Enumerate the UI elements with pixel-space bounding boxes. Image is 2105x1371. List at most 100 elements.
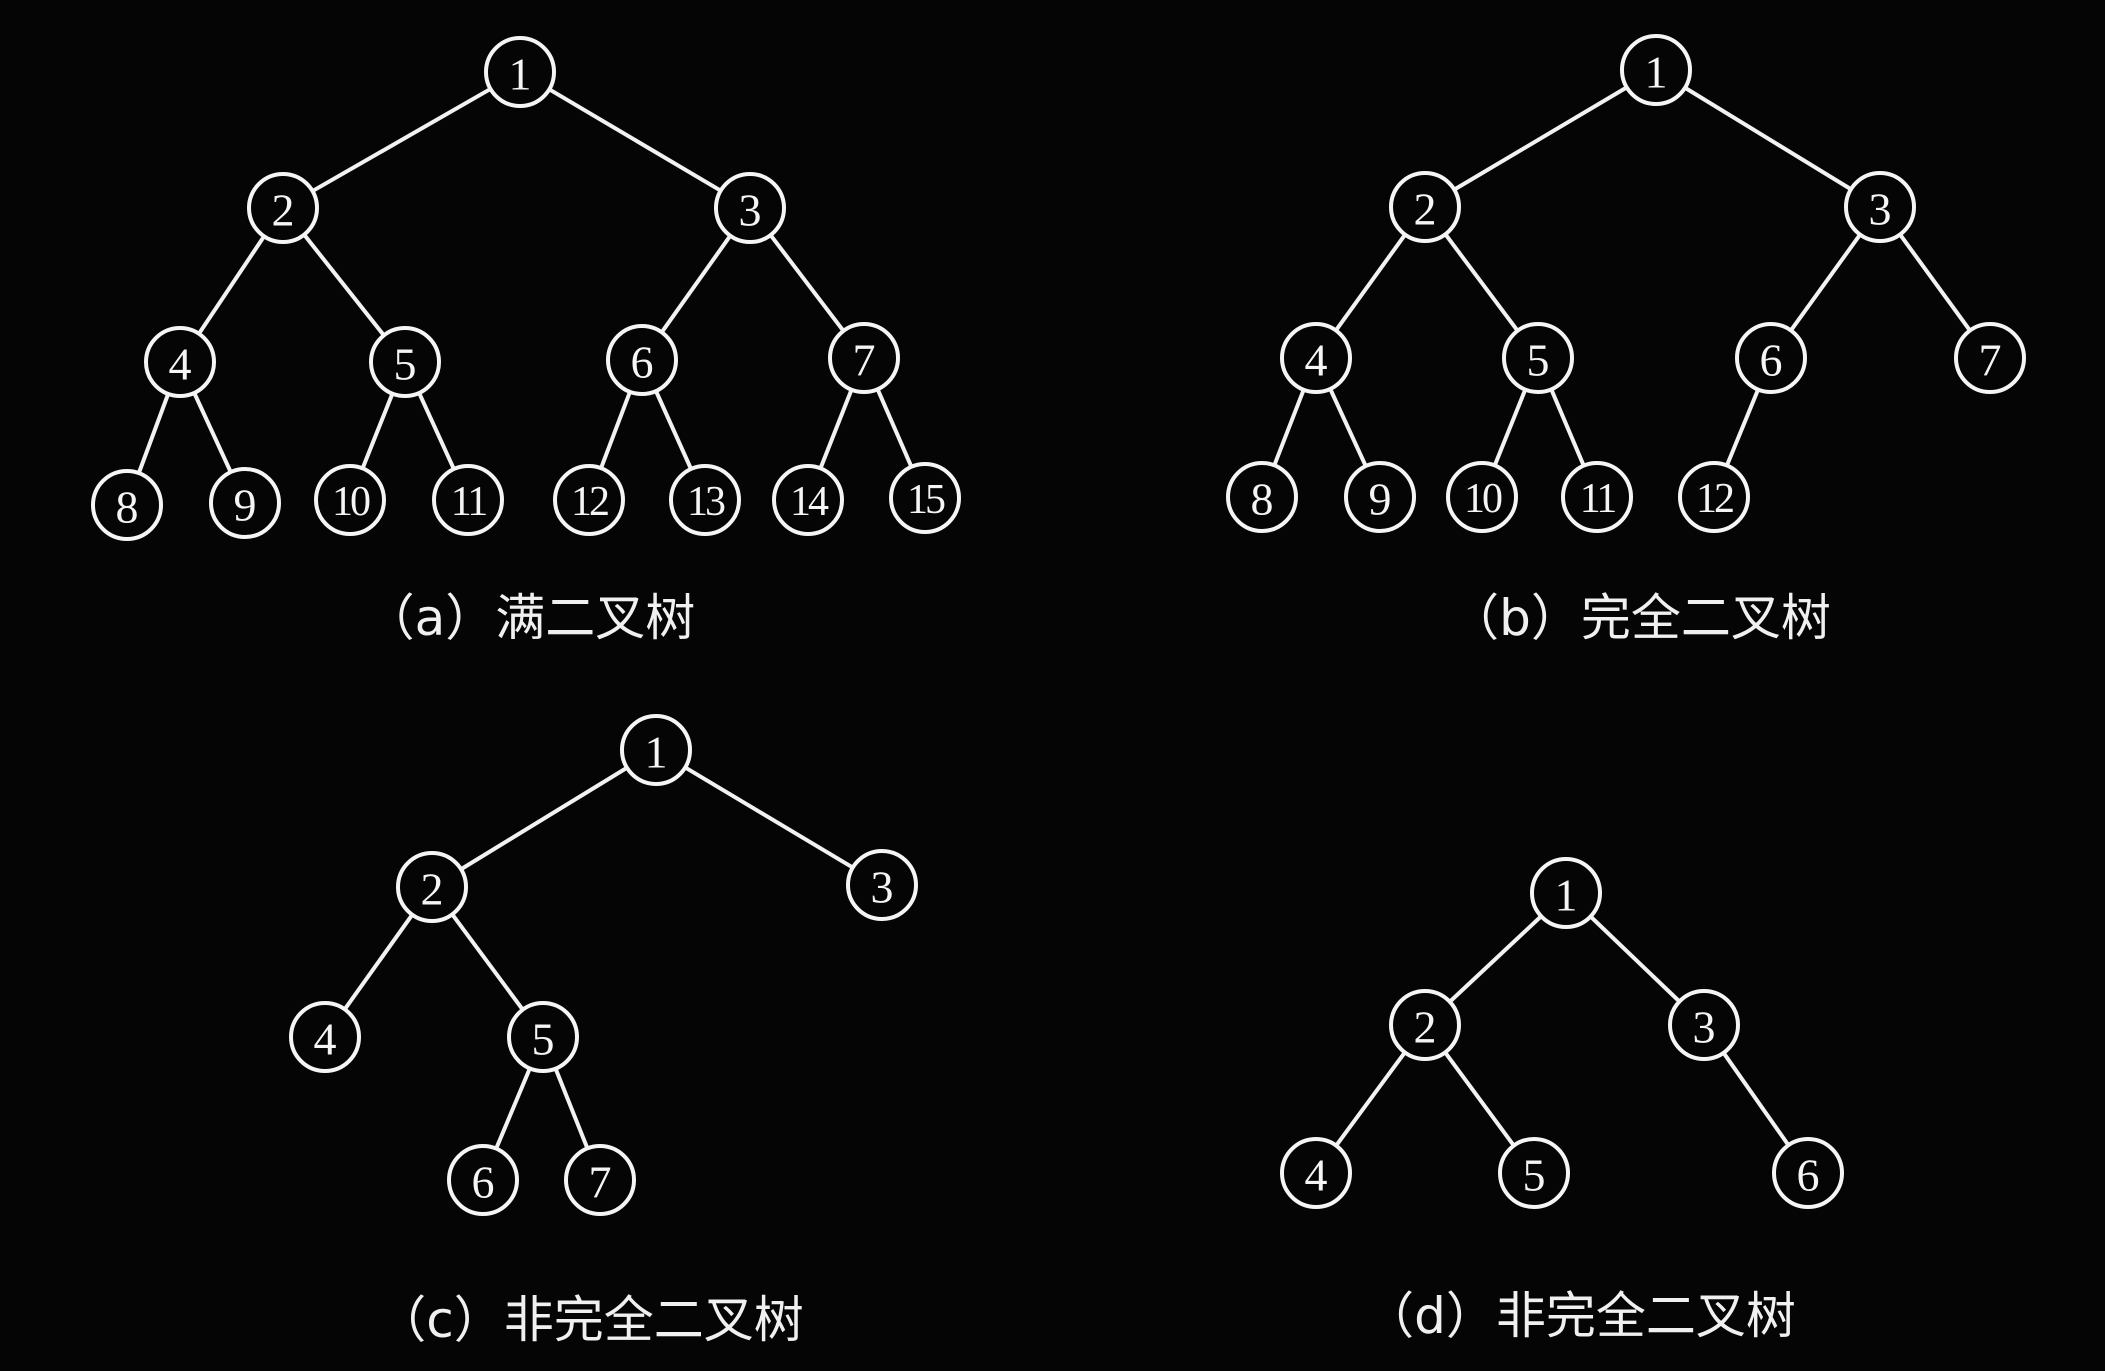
node-label: 2 xyxy=(272,185,295,236)
node-circle xyxy=(889,462,961,534)
node-label: 14 xyxy=(790,479,829,525)
edge-a-7-14 xyxy=(818,388,854,470)
edge-d-2-5 xyxy=(1443,1051,1516,1147)
node-b-11: 11 xyxy=(1561,461,1633,533)
node-d-6: 6 xyxy=(1772,1137,1844,1209)
node-label: 1 xyxy=(509,49,532,100)
node-a-13: 13 xyxy=(669,464,741,536)
node-a-3: 3 xyxy=(714,172,786,244)
node-label: 15 xyxy=(907,477,945,523)
node-d-1: 1 xyxy=(1530,857,1602,929)
node-circle xyxy=(1280,322,1352,394)
node-circle xyxy=(1620,34,1692,106)
edge-a-3-6 xyxy=(660,234,732,334)
node-label: 1 xyxy=(1555,870,1578,921)
node-label: 3 xyxy=(1869,184,1892,235)
edge-b-3-6 xyxy=(1789,233,1862,332)
node-label: 10 xyxy=(332,479,370,525)
edge-a-3-7 xyxy=(768,233,846,333)
node-label: 2 xyxy=(421,864,444,915)
node-circle xyxy=(1280,1137,1352,1209)
node-circle xyxy=(1502,322,1574,394)
node-d-5: 5 xyxy=(1498,1137,1570,1209)
node-label: 11 xyxy=(1580,476,1615,522)
caption-c: （c）非完全二叉树 xyxy=(376,1291,804,1349)
edge-a-1-3 xyxy=(548,87,722,193)
edge-b-5-10 xyxy=(1492,388,1528,467)
node-label: 12 xyxy=(1696,476,1733,522)
node-circle xyxy=(432,464,504,536)
node-c-6: 6 xyxy=(447,1144,519,1216)
node-circle xyxy=(1668,989,1740,1061)
node-c-4: 4 xyxy=(289,1001,361,1073)
node-b-5: 5 xyxy=(1502,322,1574,394)
node-circle xyxy=(620,714,692,786)
node-label: 13 xyxy=(687,479,725,525)
edge-b-1-3 xyxy=(1683,86,1853,191)
node-label: 4 xyxy=(1305,335,1328,386)
node-label: 7 xyxy=(589,1157,612,1208)
node-label: 1 xyxy=(1645,47,1668,98)
node-circle xyxy=(314,464,386,536)
node-b-7: 7 xyxy=(1954,322,2026,394)
edge-a-6-13 xyxy=(654,390,693,470)
node-b-1: 1 xyxy=(1620,34,1692,106)
edge-a-7-15 xyxy=(875,388,914,468)
node-circle xyxy=(1389,171,1461,243)
edge-d-3-6 xyxy=(1721,1051,1791,1147)
node-b-4: 4 xyxy=(1280,322,1352,394)
tree-c: 1 2 3 4 5 6 7 （c）非完全二叉树 xyxy=(289,714,918,1349)
node-circle xyxy=(1344,461,1416,533)
node-label: 8 xyxy=(116,482,139,533)
node-c-5: 5 xyxy=(507,1001,579,1073)
node-label: 3 xyxy=(1693,1002,1716,1053)
edge-d-1-3 xyxy=(1589,915,1681,1003)
node-circle xyxy=(396,851,468,923)
edge-b-5-11 xyxy=(1549,388,1586,467)
node-circle xyxy=(1844,171,1916,243)
caption-a: （a）满二叉树 xyxy=(365,589,696,647)
node-label: 4 xyxy=(314,1014,337,1065)
edge-b-2-5 xyxy=(1443,233,1520,332)
node-label: 6 xyxy=(1760,335,1783,386)
node-label: 9 xyxy=(234,480,257,531)
node-circle xyxy=(669,464,741,536)
edge-a-5-10 xyxy=(360,392,395,470)
node-label: 12 xyxy=(571,479,608,525)
node-label: 6 xyxy=(631,337,654,388)
edge-a-4-9 xyxy=(192,392,233,473)
node-a-1: 1 xyxy=(484,36,556,108)
node-b-9: 9 xyxy=(1344,461,1416,533)
edge-c-2-5 xyxy=(450,913,525,1011)
node-circle xyxy=(714,172,786,244)
tree-a: 12 34 5 6 78 9 10 11 12 13 14 15（a）满二叉树 xyxy=(91,36,961,647)
edge-c-1-2 xyxy=(459,766,629,871)
node-c-3: 3 xyxy=(846,849,918,921)
edge-c-2-4 xyxy=(343,913,414,1011)
node-label: 7 xyxy=(853,335,876,386)
node-a-8: 8 xyxy=(91,469,163,541)
node-label: 9 xyxy=(1369,474,1392,525)
edge-a-2-4 xyxy=(197,235,266,335)
edge-c-5-7 xyxy=(553,1067,590,1150)
node-circle xyxy=(144,326,216,398)
edge-b-2-4 xyxy=(1334,233,1407,332)
edge-b-6-12 xyxy=(1725,388,1760,467)
node-label: 7 xyxy=(1979,335,2002,386)
node-circle xyxy=(1446,461,1518,533)
node-circle xyxy=(553,464,625,536)
node-circle xyxy=(369,326,441,398)
edge-b-4-9 xyxy=(1328,388,1368,467)
caption-d: （d）非完全二叉树 xyxy=(1364,1287,1796,1345)
node-circle xyxy=(1389,989,1461,1061)
node-circle xyxy=(507,1001,579,1073)
node-label: 6 xyxy=(1797,1150,1820,1201)
node-a-15: 15 xyxy=(889,462,961,534)
node-d-3: 3 xyxy=(1668,989,1740,1061)
edge-a-2-5 xyxy=(302,233,386,337)
edge-c-1-3 xyxy=(684,765,854,870)
node-circle xyxy=(1530,857,1602,929)
node-label: 11 xyxy=(451,479,486,525)
node-b-3: 3 xyxy=(1844,171,1916,243)
